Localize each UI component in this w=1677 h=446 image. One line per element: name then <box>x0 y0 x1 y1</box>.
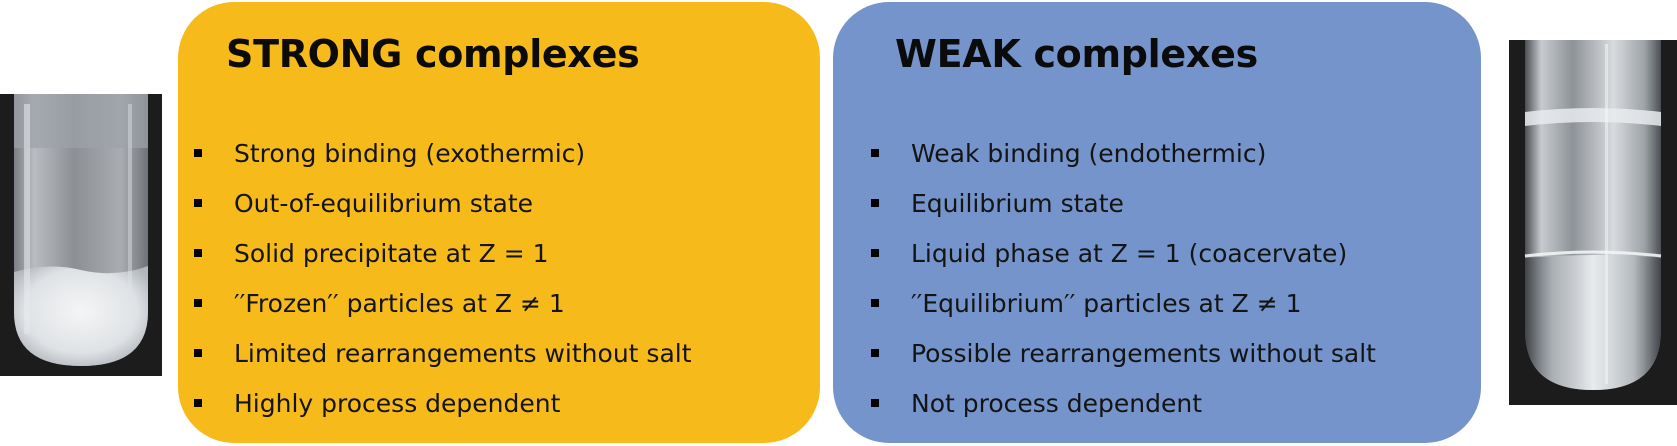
coacervate-tube-photo <box>1509 40 1677 405</box>
precipitate-tube-image <box>0 94 162 376</box>
coacervate-tube-image <box>1509 40 1677 405</box>
strong-properties-list: Strong binding (exothermic) Out-of-equil… <box>194 128 692 428</box>
weak-properties-list: Weak binding (endothermic) Equilibrium s… <box>871 128 1376 428</box>
weak-item-text: Liquid phase at Z = 1 (coacervate) <box>911 238 1348 268</box>
weak-item-text: Possible rearrangements without salt <box>911 338 1376 368</box>
weak-item-text: Equilibrium state <box>911 188 1124 218</box>
bullet-icon <box>194 149 202 157</box>
strong-item-text: ′′Frozen′′ particles at Z ≠ 1 <box>234 288 565 318</box>
strong-item-text: Out-of-equilibrium state <box>234 188 534 218</box>
strong-item-text: Strong binding (exothermic) <box>234 138 586 168</box>
weak-item-text: Weak binding (endothermic) <box>911 138 1267 168</box>
list-item: Liquid phase at Z = 1 (coacervate) <box>871 228 1376 278</box>
bullet-icon <box>871 399 879 407</box>
bullet-icon <box>871 199 879 207</box>
weak-item-text: Not process dependent <box>911 388 1203 418</box>
weak-complexes-panel: WEAK complexes Weak binding (endothermic… <box>833 2 1481 443</box>
strong-item-text: Limited rearrangements without salt <box>234 338 692 368</box>
list-item: Highly process dependent <box>194 378 692 428</box>
list-item: Out-of-equilibrium state <box>194 178 692 228</box>
list-item: ′′Equilibrium′′ particles at Z ≠ 1 <box>871 278 1376 328</box>
strong-complexes-title: STRONG complexes <box>226 32 640 76</box>
strong-item-text: Solid precipitate at Z = 1 <box>234 238 549 268</box>
list-item: Possible rearrangements without salt <box>871 328 1376 378</box>
bullet-icon <box>871 149 879 157</box>
list-item: Strong binding (exothermic) <box>194 128 692 178</box>
weak-item-text: ′′Equilibrium′′ particles at Z ≠ 1 <box>911 288 1302 318</box>
list-item: Weak binding (endothermic) <box>871 128 1376 178</box>
bullet-icon <box>871 349 879 357</box>
bullet-icon <box>871 249 879 257</box>
strong-item-text: Highly process dependent <box>234 388 561 418</box>
list-item: Solid precipitate at Z = 1 <box>194 228 692 278</box>
bullet-icon <box>194 399 202 407</box>
weak-complexes-title: WEAK complexes <box>895 32 1258 76</box>
bullet-icon <box>194 299 202 307</box>
list-item: Limited rearrangements without salt <box>194 328 692 378</box>
list-item: Not process dependent <box>871 378 1376 428</box>
list-item: ′′Frozen′′ particles at Z ≠ 1 <box>194 278 692 328</box>
bullet-icon <box>194 199 202 207</box>
bullet-icon <box>871 299 879 307</box>
bullet-icon <box>194 349 202 357</box>
precipitate-tube-photo <box>0 94 162 376</box>
list-item: Equilibrium state <box>871 178 1376 228</box>
strong-complexes-panel: STRONG complexes Strong binding (exother… <box>178 2 820 443</box>
bullet-icon <box>194 249 202 257</box>
